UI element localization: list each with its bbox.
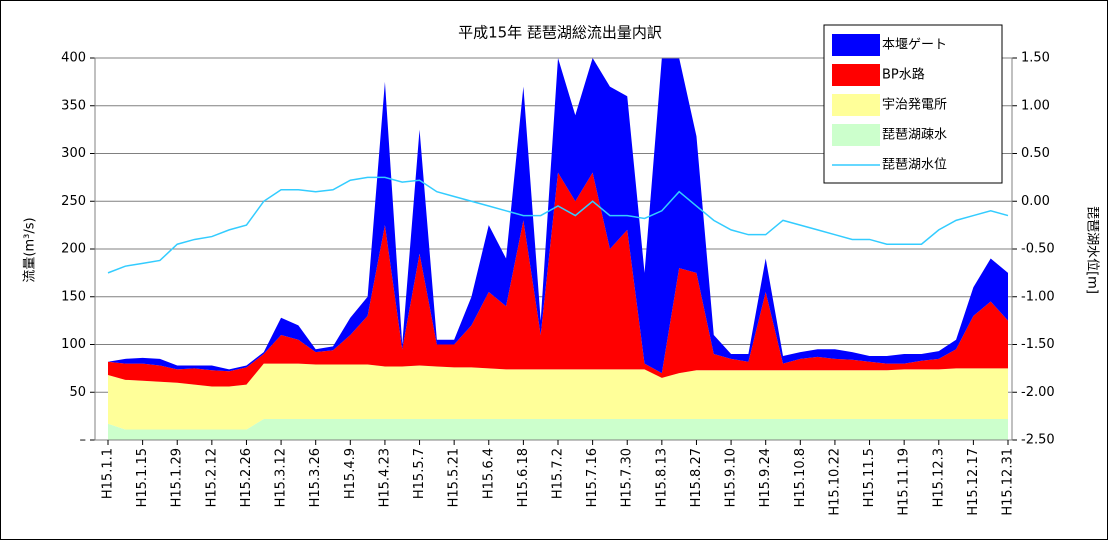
x-tick-label: H15.11.19 [897, 448, 912, 516]
x-tick-label: H15.5.7 [412, 448, 427, 499]
plot-border [94, 57, 1013, 441]
y2-tick-label: -2.50 [1021, 433, 1055, 448]
y2-tick-label: 0.50 [1021, 146, 1050, 161]
line [107, 176, 1009, 274]
y-tick-label: 200 [61, 242, 86, 257]
area [108, 172, 1008, 387]
x-tick-label: H15.2.12 [204, 448, 219, 507]
x-tick-label: H15.7.30 [620, 448, 635, 507]
x-tick-label: H15.3.26 [308, 448, 323, 507]
y2-tick-label: -1.00 [1021, 289, 1055, 304]
y-tick-label: 250 [61, 194, 86, 209]
y2-tick-label: -0.50 [1021, 242, 1055, 257]
y2-tick-label: -1.50 [1021, 337, 1055, 352]
y-tick-label: 100 [61, 337, 86, 352]
area [108, 58, 1008, 374]
x-tick-label: H15.8.13 [654, 448, 669, 507]
x-tick-label: H15.1.1 [101, 448, 116, 499]
x-tick-label: H15.9.24 [758, 448, 773, 507]
legend-swatch [832, 124, 880, 146]
x-tick-label: H15.11.5 [862, 448, 877, 507]
y-tick-label: 300 [61, 146, 86, 161]
x-tick-label: H15.12.31 [1001, 448, 1016, 516]
legend-swatch [832, 64, 880, 86]
x-tick-label: H15.9.10 [724, 448, 739, 507]
y-tick-label: – [80, 433, 87, 448]
x-tick-label: H15.6.4 [481, 448, 496, 499]
area [108, 418, 1008, 440]
y2-tick-label: 1.50 [1021, 51, 1050, 66]
legend-label: 琵琶湖疎水 [882, 128, 947, 143]
y-axis-title: 流量(m³/s) [23, 217, 38, 282]
y2-tick-label: 0.00 [1021, 194, 1050, 209]
y-tick-label: 150 [61, 289, 86, 304]
x-tick-label: H15.8.27 [689, 448, 704, 507]
chart-title: 平成15年 琵琶湖総流出量内訳 [458, 24, 662, 42]
legend-label: BP水路 [882, 67, 925, 83]
x-tick-label: H15.6.18 [516, 448, 531, 507]
x-tick-label: H15.10.22 [827, 448, 842, 516]
y-tick-label: 350 [61, 98, 86, 113]
x-tick-label: H15.5.21 [447, 448, 462, 507]
y2-tick-label: 1.00 [1021, 98, 1050, 113]
x-tick-label: H15.1.29 [170, 448, 185, 507]
legend-swatch [832, 94, 880, 116]
x-tick-label: H15.7.2 [551, 448, 566, 499]
y-tick-label: 400 [61, 51, 86, 66]
x-tick-label: H15.12.17 [966, 448, 981, 516]
legend-swatch [832, 34, 880, 56]
legend-label: 琵琶湖水位 [882, 158, 947, 173]
y2-tick-label: -2.00 [1021, 385, 1055, 400]
x-tick-label: H15.2.26 [239, 448, 254, 507]
x-tick-label: H15.4.9 [343, 448, 358, 499]
area [108, 363, 1008, 430]
x-tick-label: H15.10.8 [793, 448, 808, 507]
x-tick-label: H15.4.23 [377, 448, 392, 507]
y2-axis-title: 琵琶湖水位[m] [1085, 206, 1100, 294]
x-tick-label: H15.1.15 [135, 448, 150, 507]
legend-label: 本堰ゲート [882, 38, 947, 53]
y-tick-label: 50 [69, 385, 86, 400]
x-tick-label: H15.3.12 [274, 448, 289, 507]
legend-label: 宇治発電所 [882, 98, 947, 113]
x-tick-label: H15.7.16 [585, 448, 600, 507]
x-tick-label: H15.12.3 [931, 448, 946, 507]
